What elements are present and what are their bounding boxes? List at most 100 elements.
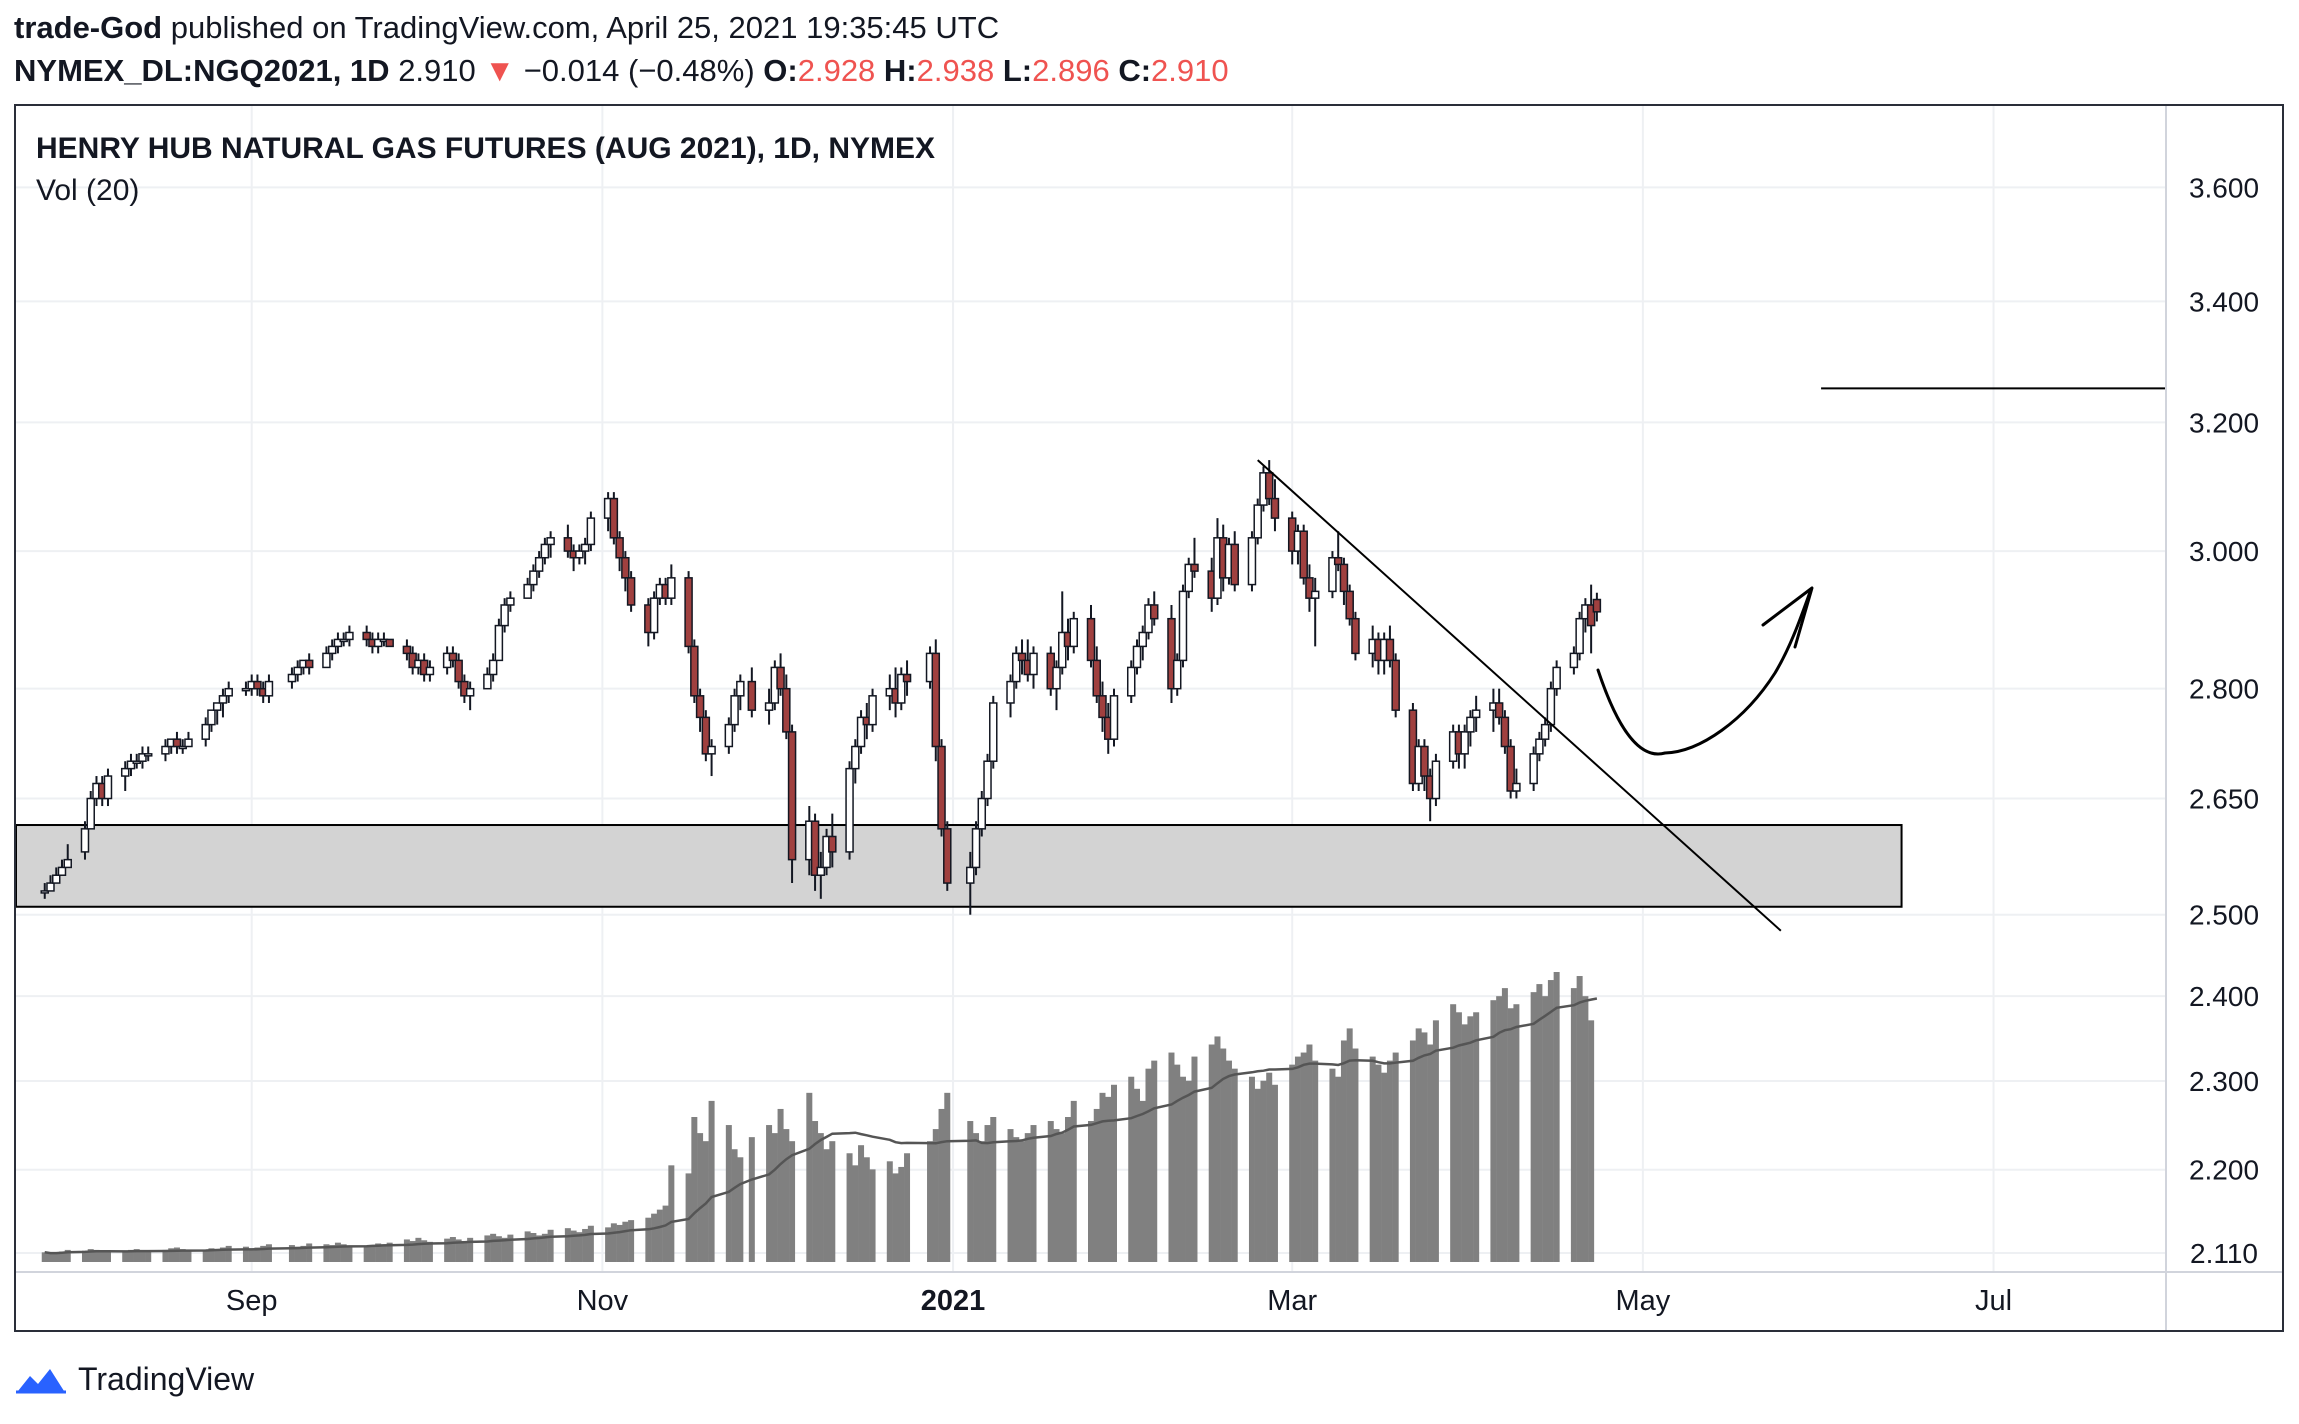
candle-body [529,570,538,586]
volume-bar [1501,988,1508,1262]
volume-bar [892,1173,899,1262]
volume-bar [852,1165,859,1262]
volume-bar [242,1246,249,1262]
volume-bar [490,1233,497,1262]
candle-body [63,858,72,869]
candle-body [161,745,170,755]
footer: TradingView [14,1354,254,1404]
volume-bar [1105,1096,1112,1262]
volume-bar [1139,1100,1146,1262]
volume-bar [691,1117,698,1262]
volume-bar [725,1125,732,1262]
candle-body [787,731,797,861]
price-chart[interactable]: 3.600 3.400 3.200 3.000 2.800 2.650 2.500 2.400… [16,106,2282,1330]
candle-body [966,866,975,884]
candle-body [1052,666,1061,690]
volume-bar [1536,984,1543,1262]
candle-body [1391,659,1400,711]
volume-bar [369,1245,376,1262]
candle-body [454,659,463,683]
volume-bar [1547,980,1554,1262]
volume-bar [1427,1044,1434,1262]
volume-bar [1225,1060,1232,1262]
close-label: C: [1118,53,1152,88]
candle-body [201,723,210,740]
candle-body [851,745,860,770]
candle-body [1431,760,1441,800]
candle-body [724,723,734,748]
tradingview-brand[interactable]: TradingView [78,1360,255,1397]
symbol-label: NYMEX_DL:NGQ2021, 1D [14,53,390,88]
candle-body [1149,604,1159,620]
volume-bar [461,1241,468,1262]
tradingview-logo-icon[interactable] [14,1364,68,1394]
publish-info: trade-God published on TradingView.com, … [14,10,999,46]
candle-body [1529,753,1538,785]
volume-bar [507,1234,514,1262]
volume-bar [1059,1133,1066,1262]
candle-body [730,695,739,726]
candle-body [1270,497,1280,519]
candle-body [80,828,90,853]
volume-bar [1432,1020,1439,1262]
y-tick-label: 2.200 [2189,1155,2259,1186]
volume-bar [898,1166,905,1262]
candle-body [488,659,498,676]
candle-body [1546,687,1556,726]
candle-body [46,882,55,892]
volume-bar [173,1247,180,1262]
candle-body [707,745,716,755]
candle-body [385,638,394,648]
candle-body [690,645,699,697]
volume-bar [127,1249,134,1262]
volume-bar [208,1248,215,1262]
candle-body [322,652,331,669]
volume-bar [415,1237,422,1262]
volume-bar [47,1253,54,1262]
volume-bar [501,1237,508,1262]
candle-body [138,753,147,762]
y-tick-label: 3.400 [2189,286,2259,317]
volume-bar [1352,1048,1359,1262]
candle-body [264,680,274,697]
volume-bar [1266,1072,1273,1262]
candle-body [615,537,624,559]
y-tick-label: 3.000 [2189,536,2259,567]
candle-body [845,767,854,853]
volume-bar [628,1220,635,1262]
volume-bar [1415,1028,1422,1262]
candle-body [172,738,182,748]
volume-bar [806,1092,813,1262]
candle-body [971,828,981,869]
candle-body [1299,530,1308,579]
volume-bar [570,1230,577,1262]
volume-bar [530,1233,537,1262]
volume-bar [214,1249,221,1262]
candle-body [1586,604,1596,627]
volume-bar [766,1125,773,1262]
volume-bar [668,1165,675,1262]
candle-body [1333,556,1343,566]
volume-bar [1179,1076,1186,1262]
candle-body [241,687,251,692]
y-tick-label: 2.110 [2190,1238,2258,1269]
volume-bar [1191,1056,1198,1262]
candle-body [1540,723,1550,740]
candle-body [1575,617,1584,655]
volume-bar [1128,1076,1135,1262]
volume-bar [87,1249,94,1262]
volume-indicator-label[interactable]: Vol (20) [36,174,140,207]
candle-body [868,695,877,726]
candle-body [1184,563,1193,593]
volume-bar [168,1248,175,1262]
volume-bar [771,1133,778,1262]
volume-bar [93,1249,100,1262]
volume-bar [1133,1088,1140,1262]
volume-bar [1093,1108,1100,1262]
author-name[interactable]: trade-God [14,10,163,45]
volume-bar [179,1249,186,1262]
volume-bar [1260,1080,1267,1262]
volume-bar [375,1243,382,1262]
candle-body [327,645,337,655]
volume-bar [737,1157,744,1262]
